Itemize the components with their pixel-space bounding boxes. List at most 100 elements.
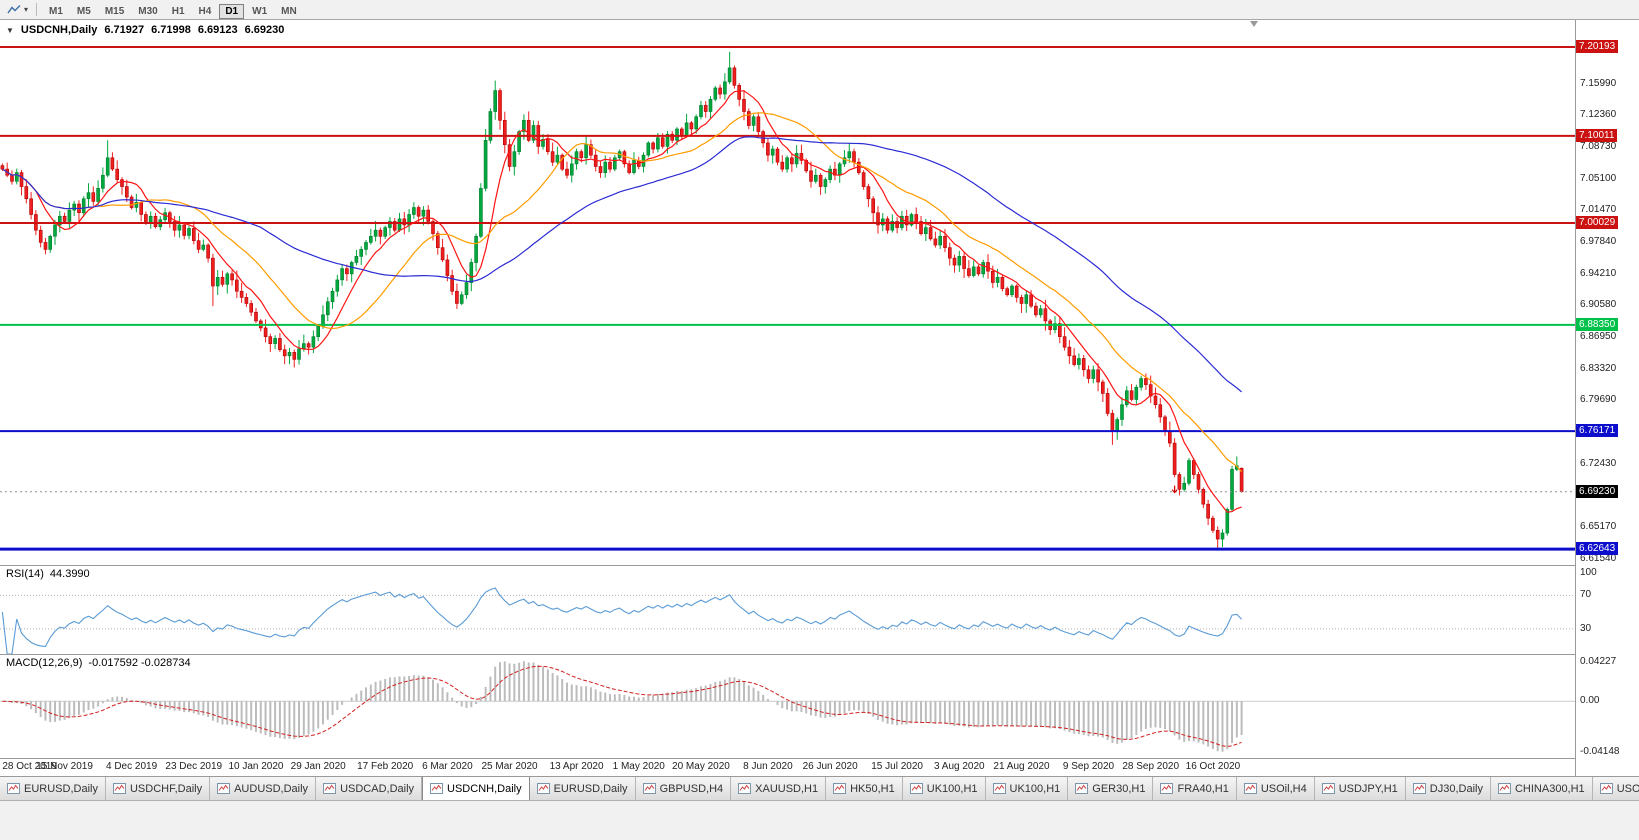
chart-tab-audusd-daily[interactable]: AUDUSD,Daily xyxy=(210,777,317,800)
chart-tab-usdjpy-h1[interactable]: USDJPY,H1 xyxy=(1314,777,1406,800)
chart-tab-icon xyxy=(738,783,752,794)
chart-tab-dj30-daily[interactable]: DJ30,Daily xyxy=(1405,777,1491,800)
main-price-chart[interactable] xyxy=(0,20,1575,565)
date-axis-label: 26 Jun 2020 xyxy=(802,761,858,772)
price-axis-label: 7.12360 xyxy=(1580,109,1617,121)
chart-tab-fra40-h1[interactable]: FRA40,H1 xyxy=(1153,777,1237,800)
chart-tab-label: USDCAD,Daily xyxy=(340,782,415,795)
timeframe-button-m15[interactable]: M15 xyxy=(104,5,125,17)
rsi-line xyxy=(1,587,1243,654)
chart-tab-xauusd-h1[interactable]: XAUUSD,H1 xyxy=(731,777,827,800)
chart-tab-icon xyxy=(112,783,126,794)
symbol-label: USDCNH,Daily xyxy=(20,24,98,36)
date-axis-label: 23 Dec 2019 xyxy=(165,761,223,772)
chart-tab-label: GBPUSD,H4 xyxy=(659,782,724,795)
chart-tab-uk100-h1[interactable]: UK100,H1 xyxy=(902,777,986,800)
price-axis[interactable]: 7.15990 7.12360 7.08730 7.05100 7.01470 6.978… xyxy=(1575,20,1639,776)
status-bar xyxy=(0,800,1639,840)
chart-tab-label: EURUSD,Daily xyxy=(24,782,98,795)
ohlc-open: 6.71927 xyxy=(104,24,145,36)
timeframe-button-w1[interactable]: W1 xyxy=(252,5,268,17)
timeframe-button-h1[interactable]: H1 xyxy=(171,5,185,17)
price-badge: 7.20193 xyxy=(1576,40,1619,54)
chart-tab-label: UK100,H1 xyxy=(1009,782,1061,795)
chart-tabs-bar: EURUSD,Daily USDCHF,Daily AUDUSD,Daily USDC… xyxy=(0,776,1639,800)
toolbar-separator xyxy=(36,3,38,16)
chart-tab-usoil-h1[interactable]: USOil,H1 xyxy=(1592,777,1639,800)
date-axis[interactable]: 28 Oct 2019 15 Nov 2019 4 Dec 2019 23 Dec 2… xyxy=(0,759,1575,776)
price-axis-label: 7.08730 xyxy=(1580,141,1617,153)
collapse-chart-button[interactable]: ▼ xyxy=(6,25,14,35)
chart-tab-ger30-h1[interactable]: GER30,H1 xyxy=(1068,777,1154,800)
sell-arrow-icon xyxy=(1171,485,1178,494)
chart-tab-icon xyxy=(323,783,337,794)
chart-tab-usoil-h4[interactable]: USOil,H4 xyxy=(1236,777,1315,800)
timeframe-button-mn[interactable]: MN xyxy=(281,5,297,17)
ohlc-low: 6.69123 xyxy=(197,24,238,36)
chart-tab-usdchf-daily[interactable]: USDCHF,Daily xyxy=(105,777,211,800)
date-axis-label: 4 Dec 2019 xyxy=(106,761,158,772)
moving-average-8 xyxy=(2,90,1242,513)
chart-tab-label: CHINA300,H1 xyxy=(1514,782,1585,795)
price-axis-label: 6.65170 xyxy=(1580,521,1617,533)
timeframe-toolbar: ▾ M1 M5 M15 M30 H1 H4 D1 W1 MN xyxy=(0,0,1639,20)
chart-tab-icon xyxy=(1412,783,1426,794)
macd-indicator-chart[interactable] xyxy=(0,655,1575,758)
date-axis-label: 21 Aug 2020 xyxy=(993,761,1050,772)
chart-tab-uk100-h1[interactable]: UK100,H1 xyxy=(985,777,1069,800)
price-badge: 6.62643 xyxy=(1576,542,1619,556)
price-badge: 6.88350 xyxy=(1576,317,1619,331)
timeframe-button-h4[interactable]: H4 xyxy=(198,5,212,17)
chart-tab-icon xyxy=(1321,783,1335,794)
chart-tab-label: UK100,H1 xyxy=(926,782,978,795)
date-axis-label: 16 Oct 2020 xyxy=(1185,761,1241,772)
chart-tab-label: AUDUSD,Daily xyxy=(234,782,309,795)
price-badge: 6.69230 xyxy=(1576,484,1619,498)
pane-divider[interactable] xyxy=(0,565,1639,566)
date-axis-label: 1 May 2020 xyxy=(612,761,665,772)
date-axis-label: 15 Nov 2019 xyxy=(36,761,93,772)
chart-tab-usdcnh-daily[interactable]: USDCNH,Daily xyxy=(422,777,530,800)
chart-tab-hk50-h1[interactable]: HK50,H1 xyxy=(826,777,903,800)
macd-signal-line xyxy=(2,665,1242,747)
chart-tab-icon xyxy=(1075,783,1089,794)
indicator-axis-label: -0.04148 xyxy=(1580,746,1620,757)
chart-tab-label: USDCNH,Daily xyxy=(447,782,522,795)
price-axis-label: 7.15990 xyxy=(1580,77,1617,89)
timeframe-button-d1[interactable]: D1 xyxy=(219,3,245,19)
chart-tab-label: USDCHF,Daily xyxy=(129,782,203,795)
price-badge: 7.00029 xyxy=(1576,215,1619,229)
chart-tab-icon xyxy=(7,783,20,794)
chart-tab-usdcad-daily[interactable]: USDCAD,Daily xyxy=(316,777,423,800)
chart-tab-gbpusd-h4[interactable]: GBPUSD,H4 xyxy=(635,777,732,800)
price-axis-label: 6.94210 xyxy=(1580,267,1617,279)
chart-type-icon[interactable] xyxy=(4,3,24,16)
date-axis-label: 6 Mar 2020 xyxy=(422,761,473,772)
timeframe-button-m30[interactable]: M30 xyxy=(138,5,158,17)
moving-average-55 xyxy=(2,136,1242,393)
chart-tab-eurusd-daily[interactable]: EURUSD,Daily xyxy=(0,777,106,800)
timeframe-button-m5[interactable]: M5 xyxy=(76,5,91,17)
indicator-axis-label: 30 xyxy=(1580,622,1592,634)
date-axis-label: 17 Feb 2020 xyxy=(357,761,414,772)
macd-values: -0.017592 -0.028734 xyxy=(88,657,191,669)
price-axis-label: 6.90580 xyxy=(1580,299,1617,311)
chart-tab-eurusd-daily[interactable]: EURUSD,Daily xyxy=(529,777,636,800)
timeframe-button-m1[interactable]: M1 xyxy=(49,5,63,17)
date-axis-label: 28 Oct 2019 xyxy=(2,761,57,772)
rsi-indicator-chart[interactable] xyxy=(0,566,1575,654)
date-axis-label: 29 Jan 2020 xyxy=(290,761,346,772)
price-axis-label: 6.97840 xyxy=(1580,236,1617,248)
chart-tab-china300-h1[interactable]: CHINA300,H1 xyxy=(1490,777,1593,800)
price-axis-label: 6.83320 xyxy=(1580,362,1617,374)
chart-tab-icon xyxy=(833,783,847,794)
price-axis-label: 6.86950 xyxy=(1580,331,1617,343)
date-axis-label: 15 Jul 2020 xyxy=(871,761,923,772)
chart-shift-marker[interactable] xyxy=(1249,21,1258,27)
dropdown-caret-icon[interactable]: ▾ xyxy=(24,5,29,14)
pane-divider[interactable] xyxy=(0,654,1639,655)
date-axis-label: 10 Jan 2020 xyxy=(228,761,284,772)
chart-tab-label: USOil,H4 xyxy=(1260,782,1307,795)
chart-tab-label: EURUSD,Daily xyxy=(553,782,628,795)
price-axis-label: 7.01470 xyxy=(1580,204,1617,216)
